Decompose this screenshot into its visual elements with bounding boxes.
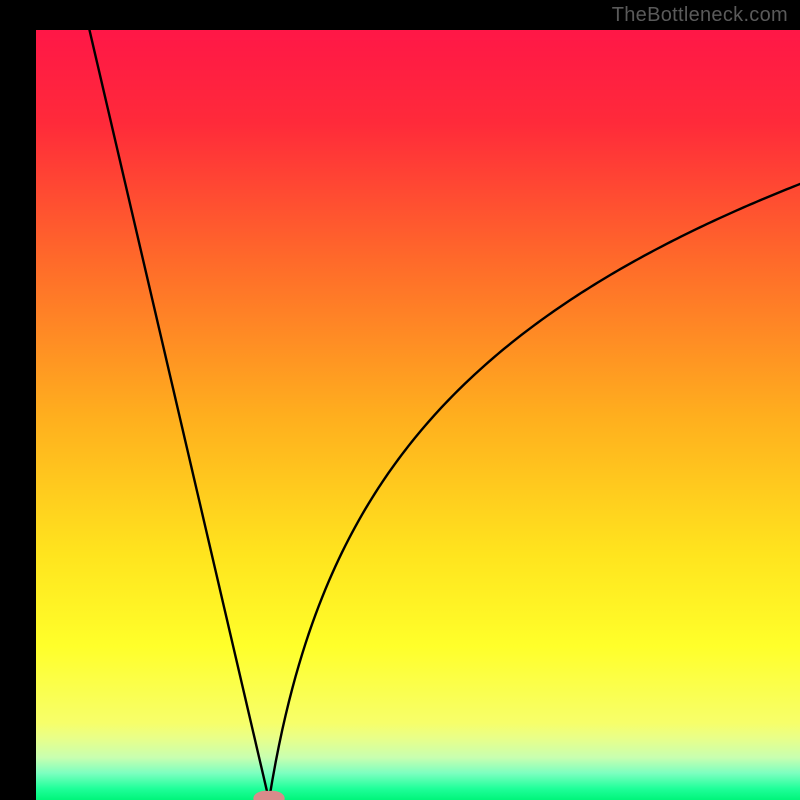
bottleneck-chart xyxy=(0,0,800,800)
watermark-text: TheBottleneck.com xyxy=(612,4,788,27)
plot-area-gradient xyxy=(36,30,800,800)
